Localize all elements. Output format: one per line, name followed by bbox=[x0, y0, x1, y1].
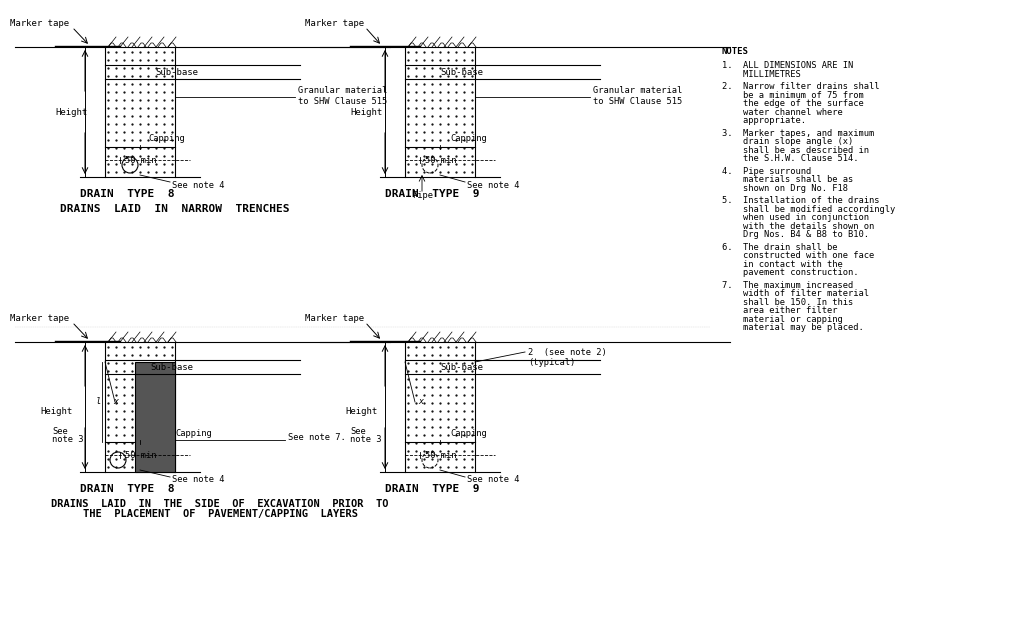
Text: the edge of the surface: the edge of the surface bbox=[722, 99, 864, 108]
Text: (typical): (typical) bbox=[528, 357, 575, 366]
Text: constructed with one face: constructed with one face bbox=[722, 251, 874, 260]
Text: Drg Nos. B4 & B8 to B10.: Drg Nos. B4 & B8 to B10. bbox=[722, 230, 869, 239]
Text: x: x bbox=[113, 397, 118, 406]
Text: DRAIN  TYPE  9: DRAIN TYPE 9 bbox=[385, 484, 479, 494]
Text: Capping: Capping bbox=[148, 134, 184, 143]
Text: Height: Height bbox=[40, 408, 73, 417]
Text: See: See bbox=[52, 427, 68, 436]
Text: shown on Drg No. F18: shown on Drg No. F18 bbox=[722, 183, 848, 192]
Text: appropriate.: appropriate. bbox=[722, 116, 806, 125]
Text: to SHW Clause 515: to SHW Clause 515 bbox=[298, 96, 387, 106]
Text: See note 4: See note 4 bbox=[467, 475, 519, 485]
Text: NOTES: NOTES bbox=[722, 47, 749, 56]
Text: note 3: note 3 bbox=[350, 436, 382, 445]
Text: 2.  Narrow filter drains shall: 2. Narrow filter drains shall bbox=[722, 82, 880, 91]
Text: material may be placed.: material may be placed. bbox=[722, 323, 864, 332]
Text: Pipe: Pipe bbox=[412, 190, 433, 199]
Text: Marker tape: Marker tape bbox=[305, 313, 365, 322]
Text: 50 min: 50 min bbox=[125, 155, 157, 164]
Text: shall be as described in: shall be as described in bbox=[722, 145, 869, 155]
Text: Height: Height bbox=[345, 408, 377, 417]
Text: pavement construction.: pavement construction. bbox=[722, 268, 858, 277]
Text: to SHW Clause 515: to SHW Clause 515 bbox=[593, 96, 682, 106]
Circle shape bbox=[110, 452, 126, 468]
Text: See: See bbox=[350, 427, 366, 436]
Text: Sub-base: Sub-base bbox=[440, 362, 483, 371]
Text: DRAIN  TYPE  8: DRAIN TYPE 8 bbox=[80, 484, 174, 494]
Text: area either filter: area either filter bbox=[722, 306, 838, 315]
Text: 1.  ALL DIMENSIONS ARE IN: 1. ALL DIMENSIONS ARE IN bbox=[722, 61, 853, 70]
Circle shape bbox=[422, 157, 438, 173]
Text: drain slope angle (x): drain slope angle (x) bbox=[722, 137, 853, 146]
Text: in contact with the: in contact with the bbox=[722, 259, 843, 269]
Text: materials shall be as: materials shall be as bbox=[722, 175, 853, 184]
Circle shape bbox=[422, 452, 438, 468]
Text: Sub-base: Sub-base bbox=[155, 68, 198, 76]
Text: be a minimum of 75 from: be a minimum of 75 from bbox=[722, 90, 864, 99]
Text: 50 min: 50 min bbox=[425, 450, 457, 459]
Text: Height: Height bbox=[55, 108, 87, 117]
Text: Marker tape: Marker tape bbox=[10, 313, 70, 322]
Text: 4.  Pipe surround: 4. Pipe surround bbox=[722, 166, 811, 176]
Text: the S.H.W. Clause 514.: the S.H.W. Clause 514. bbox=[722, 154, 858, 163]
Text: DRAIN  TYPE  8: DRAIN TYPE 8 bbox=[80, 189, 174, 199]
Text: water channel where: water channel where bbox=[722, 108, 843, 117]
Text: shall be 150. In this: shall be 150. In this bbox=[722, 297, 853, 306]
Text: note 3: note 3 bbox=[52, 436, 84, 445]
Text: MILLIMETRES: MILLIMETRES bbox=[722, 69, 801, 78]
Text: THE  PLACEMENT  OF  PAVEMENT/CAPPING  LAYERS: THE PLACEMENT OF PAVEMENT/CAPPING LAYERS bbox=[83, 509, 357, 519]
Text: See note 4: See note 4 bbox=[172, 180, 224, 189]
Text: Granular material: Granular material bbox=[298, 85, 387, 94]
Bar bbox=[135, 362, 175, 472]
Text: DRAINS  LAID  IN  NARROW  TRENCHES: DRAINS LAID IN NARROW TRENCHES bbox=[60, 204, 290, 214]
Text: See note 4: See note 4 bbox=[467, 180, 519, 189]
Text: 2  (see note 2): 2 (see note 2) bbox=[528, 348, 607, 357]
Text: Capping: Capping bbox=[175, 429, 212, 438]
Text: DRAINS  LAID  IN  THE  SIDE  OF  EXCAVATION  PRIOR  TO: DRAINS LAID IN THE SIDE OF EXCAVATION PR… bbox=[51, 499, 389, 509]
Text: Marker tape: Marker tape bbox=[10, 18, 70, 27]
Text: with the details shown on: with the details shown on bbox=[722, 222, 874, 231]
Text: DRAIN  TYPE  9: DRAIN TYPE 9 bbox=[385, 189, 479, 199]
Text: Marker tape: Marker tape bbox=[305, 18, 365, 27]
Text: Granular material: Granular material bbox=[593, 85, 682, 94]
Text: See note 7.: See note 7. bbox=[288, 433, 346, 441]
Text: 3.  Marker tapes, and maximum: 3. Marker tapes, and maximum bbox=[722, 129, 874, 138]
Text: material or capping: material or capping bbox=[722, 315, 843, 324]
Text: 5.  Installation of the drains: 5. Installation of the drains bbox=[722, 196, 880, 205]
Circle shape bbox=[122, 157, 138, 173]
Text: See note 4: See note 4 bbox=[172, 475, 224, 485]
Text: 50 min: 50 min bbox=[125, 450, 157, 459]
Text: l: l bbox=[96, 397, 101, 406]
Text: Capping: Capping bbox=[450, 429, 486, 438]
Text: Sub-base: Sub-base bbox=[150, 362, 193, 371]
Text: width of filter material: width of filter material bbox=[722, 289, 869, 298]
Text: Sub-base: Sub-base bbox=[440, 68, 483, 76]
Text: Height: Height bbox=[350, 108, 382, 117]
Text: Capping: Capping bbox=[450, 134, 486, 143]
Text: 7.  The maximum increased: 7. The maximum increased bbox=[722, 280, 853, 289]
Text: when used in conjunction: when used in conjunction bbox=[722, 213, 869, 222]
Text: shall be modified accordingly: shall be modified accordingly bbox=[722, 204, 895, 213]
Text: x: x bbox=[418, 397, 423, 406]
Text: 6.  The drain shall be: 6. The drain shall be bbox=[722, 243, 838, 252]
Text: 50 min: 50 min bbox=[425, 155, 457, 164]
